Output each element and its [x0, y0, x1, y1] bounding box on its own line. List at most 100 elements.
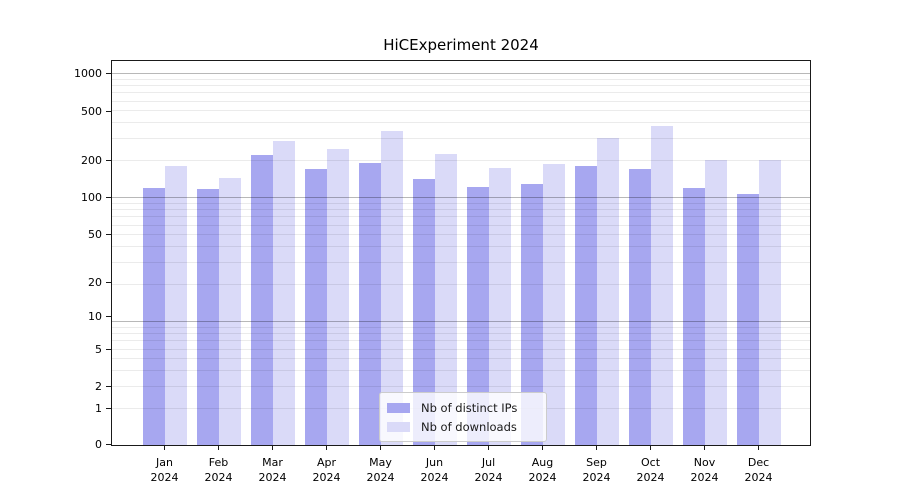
x-tick-label-sep-2024: Sep 2024 — [582, 456, 611, 484]
gridline-80 — [112, 209, 810, 210]
bar-nb-of-downloads-jun-2024 — [434, 154, 457, 445]
y-tick-2 — [106, 386, 111, 388]
gridline-4 — [112, 370, 810, 372]
x-tick-label-may-2024: May 2024 — [366, 456, 395, 484]
y-tick-label-50: 50 — [88, 227, 102, 241]
gridline-40 — [112, 246, 810, 248]
gridline-90 — [112, 202, 810, 204]
y-tick-10 — [106, 316, 111, 318]
y-tick-1 — [106, 408, 111, 410]
x-tick-label-aug-2024: Aug 2024 — [528, 456, 557, 484]
bar-nb-of-distinct-ips-jan-2024 — [142, 187, 165, 445]
legend-swatch-downloads — [387, 421, 410, 432]
bar-nb-of-distinct-ips-dec-2024 — [736, 193, 759, 445]
gridline-900 — [112, 78, 810, 80]
y-tick-label-100: 100 — [81, 191, 102, 204]
gridline-30 — [112, 261, 810, 263]
bar-nb-of-distinct-ips-mar-2024 — [250, 155, 273, 445]
bar-nb-of-downloads-dec-2024 — [758, 159, 781, 445]
gridline-1000 — [112, 73, 810, 74]
gridline-6 — [112, 348, 810, 350]
bar-nb-of-downloads-apr-2024 — [326, 149, 349, 445]
gridline-70 — [112, 216, 810, 218]
x-tick-mar-2024 — [272, 446, 273, 450]
x-tick-label-jan-2024: Jan 2024 — [150, 456, 179, 484]
x-tick-feb-2024 — [218, 446, 219, 450]
gridline-600 — [112, 100, 810, 102]
y-tick-label-1: 1 — [95, 402, 102, 416]
y-tick-20 — [106, 281, 111, 283]
y-tick-1000 — [106, 73, 111, 75]
x-tick-label-jun-2024: Jun 2024 — [420, 456, 449, 484]
bar-nb-of-downloads-sep-2024 — [596, 137, 619, 445]
bar-nb-of-distinct-ips-may-2024 — [358, 162, 381, 445]
bar-nb-of-downloads-jan-2024 — [164, 165, 187, 445]
legend-item-distinct-ips: Nb of distinct IPs — [387, 398, 539, 417]
y-tick-label-1000: 1000 — [74, 67, 102, 81]
gridline-7 — [112, 340, 810, 342]
x-tick-dec-2024 — [758, 446, 759, 450]
x-tick-label-oct-2024: Oct 2024 — [636, 456, 665, 484]
grid-layer — [112, 61, 810, 445]
y-tick-label-0: 0 — [95, 438, 102, 451]
x-tick-label-nov-2024: Nov 2024 — [690, 456, 719, 484]
gridline-700 — [112, 92, 810, 94]
bar-nb-of-distinct-ips-oct-2024 — [628, 169, 651, 445]
bar-nb-of-downloads-nov-2024 — [704, 160, 727, 445]
gridline-300 — [112, 137, 810, 139]
legend-item-downloads: Nb of downloads — [387, 417, 539, 436]
x-tick-jan-2024 — [164, 446, 165, 450]
y-tick-100 — [106, 197, 111, 198]
bar-nb-of-distinct-ips-aug-2024 — [520, 184, 543, 445]
bar-nb-of-downloads-aug-2024 — [542, 164, 565, 445]
gridline-800 — [112, 85, 810, 86]
gridline-500 — [112, 110, 810, 112]
bar-nb-of-distinct-ips-feb-2024 — [196, 188, 219, 445]
x-tick-label-feb-2024: Feb 2024 — [204, 456, 233, 484]
axis-layer: 0 1 2 5 10 20 50 100 200 500 1000 Jan 2024 Feb 2024 M… — [74, 61, 810, 484]
bar-nb-of-downloads-may-2024 — [380, 130, 403, 445]
gridline-5 — [112, 358, 810, 360]
gridline-8 — [112, 333, 810, 334]
y-tick-50 — [106, 233, 111, 235]
bar-nb-of-distinct-ips-jun-2024 — [412, 179, 435, 445]
gridline-100 — [112, 197, 810, 198]
gridline-200 — [112, 159, 810, 161]
x-tick-may-2024 — [380, 446, 381, 450]
legend-swatch-distinct-ips — [387, 402, 410, 413]
x-tick-nov-2024 — [704, 446, 705, 450]
y-tick-label-500: 500 — [81, 104, 102, 118]
gridline-400 — [112, 122, 810, 124]
bars-layer — [112, 61, 810, 445]
y-tick-200 — [106, 159, 111, 161]
x-tick-aug-2024 — [542, 446, 543, 450]
x-tick-jul-2024 — [488, 446, 489, 450]
bar-nb-of-distinct-ips-jul-2024 — [466, 186, 489, 445]
x-tick-label-jul-2024: Jul 2024 — [474, 456, 503, 484]
y-tick-label-10: 10 — [88, 310, 102, 324]
x-tick-sep-2024 — [596, 446, 597, 450]
x-tick-label-apr-2024: Apr 2024 — [312, 456, 341, 484]
bar-nb-of-distinct-ips-sep-2024 — [574, 165, 597, 445]
bar-nb-of-distinct-ips-apr-2024 — [304, 168, 327, 445]
x-tick-label-mar-2024: Mar 2024 — [258, 456, 287, 484]
gridline-3 — [112, 385, 810, 387]
gridline-50 — [112, 234, 810, 236]
bar-nb-of-distinct-ips-nov-2024 — [682, 187, 705, 445]
y-tick-label-20: 20 — [88, 275, 102, 289]
gridline-20 — [112, 283, 810, 285]
x-tick-label-dec-2024: Dec 2024 — [744, 456, 773, 484]
legend: Nb of distinct IPs Nb of downloads — [379, 392, 547, 442]
gridline-9 — [112, 326, 810, 328]
bar-nb-of-downloads-oct-2024 — [650, 126, 673, 445]
gridline-60 — [112, 224, 810, 226]
chart-title: HiCExperiment 2024 — [383, 36, 539, 54]
bar-nb-of-downloads-mar-2024 — [272, 140, 295, 445]
y-tick-500 — [106, 110, 111, 112]
legend-label-downloads: Nb of downloads — [421, 419, 517, 434]
bar-nb-of-downloads-feb-2024 — [218, 178, 241, 445]
y-tick-label-5: 5 — [95, 343, 102, 356]
x-tick-oct-2024 — [650, 446, 651, 450]
x-tick-apr-2024 — [326, 446, 327, 450]
